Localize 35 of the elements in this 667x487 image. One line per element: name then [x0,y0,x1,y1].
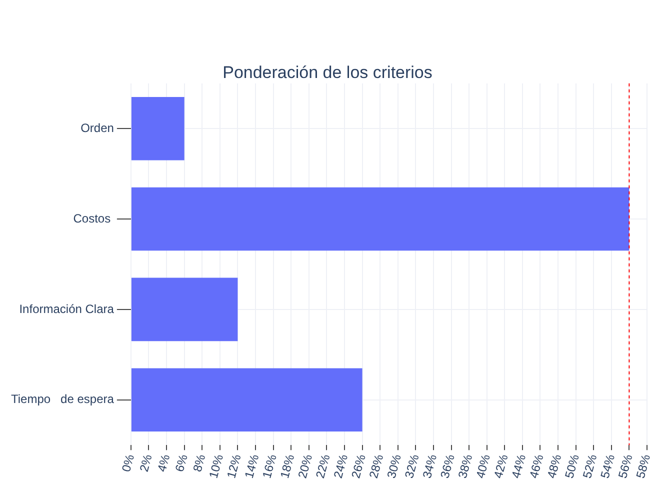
x-tick-label: 16% [260,452,280,480]
x-tick-label: 46% [526,452,546,480]
x-tick-label: 30% [384,452,404,480]
x-tick-label: 36% [438,452,458,480]
x-tick-label: 32% [402,452,422,480]
x-tick-label: 44% [508,452,529,480]
x-tick-label: 54% [598,452,618,480]
x-tick-label: 22% [313,452,333,480]
x-tick-label: 18% [277,452,298,480]
x-tick-label: 40% [473,452,494,480]
x-tick-label: 24% [330,452,351,480]
x-tick-label: 0% [119,452,138,474]
x-tick-label: 14% [242,452,262,480]
x-tick-label: 2% [136,452,155,474]
x-tick-label: 38% [455,452,476,480]
x-tick-label: 8% [190,452,208,474]
x-tick-label: 58% [633,452,654,480]
x-tick-label: 28% [366,452,386,480]
x-tick-label: 6% [172,452,191,474]
x-tick-label: 4% [154,452,173,474]
y-tick-label: Tiempo de espera [10,392,114,406]
x-tick-label: 20% [295,452,316,480]
x-tick-label: 12% [224,452,244,480]
x-tick-label: 26% [348,452,368,480]
x-tick-label: 52% [580,452,600,480]
x-tick-label: 56% [616,452,636,480]
y-tick-label: Orden [80,120,114,135]
y-tick-label: Información Clara [19,302,114,316]
chart-title: Ponderación de los criterios [222,62,432,82]
y-tick-label: Costos [73,211,114,226]
x-tick-label: 34% [420,452,440,480]
x-tick-label: 50% [562,452,582,480]
x-tick-label: 48% [544,452,564,480]
x-tick-label: 10% [206,452,226,480]
x-tick-label: 42% [490,452,511,480]
